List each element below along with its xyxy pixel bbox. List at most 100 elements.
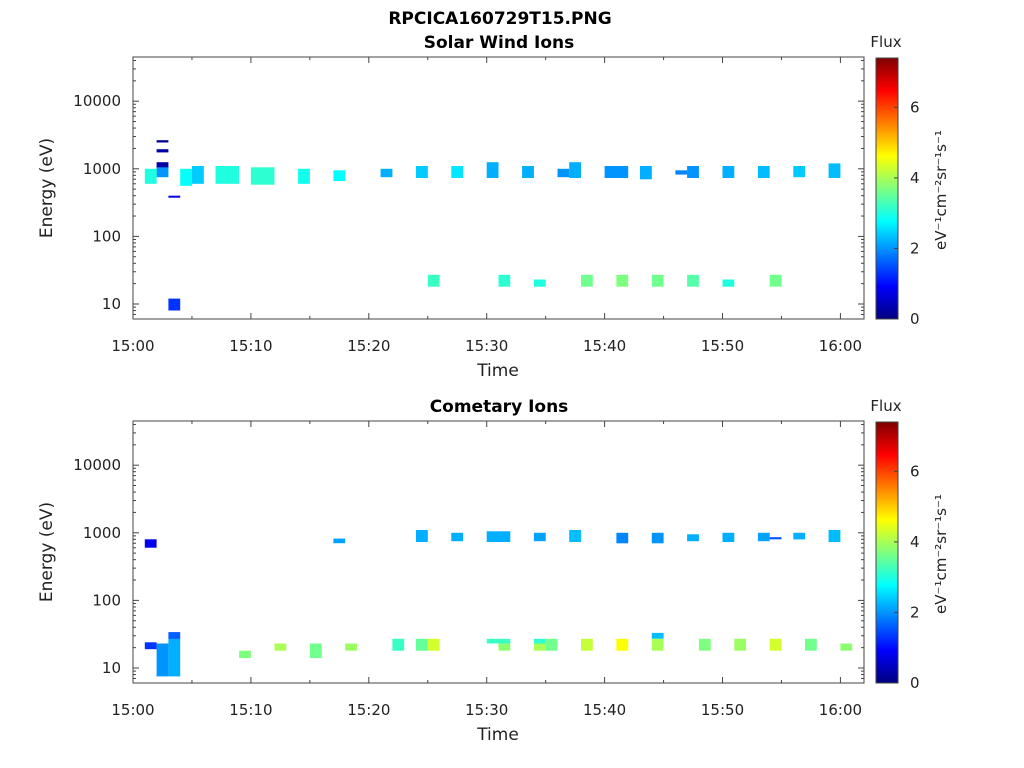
colorbar-unit: eV⁻¹cm⁻²sr⁻¹s⁻¹ (932, 130, 950, 250)
heatmap-cell (687, 166, 699, 178)
colorbar-label: Flux (870, 33, 901, 51)
heatmap-cell (604, 166, 629, 178)
y-axis-label: Energy (eV) (37, 138, 57, 238)
heatmap-cell (416, 638, 428, 651)
chart-title: Cometary Ions (430, 397, 569, 417)
heatmap-cells (144, 530, 853, 677)
x-tick-label: 15:30 (465, 701, 508, 719)
heatmap-cell (144, 168, 157, 184)
y-tick-label: 1000 (83, 524, 121, 542)
heatmap-cell (687, 534, 699, 542)
heatmap-cell (569, 530, 581, 542)
heatmap-cell (793, 166, 806, 178)
y-tick-label: 10 (102, 295, 121, 313)
heatmap-cell (805, 638, 817, 651)
colorbar-tick-label: 6 (910, 98, 920, 116)
heatmap-cell (215, 166, 240, 184)
heatmap-cell (156, 167, 169, 178)
y-tick-label: 10 (102, 659, 121, 677)
colorbar-scale (875, 421, 899, 684)
heatmap-cell (156, 166, 169, 168)
heatmap-cell (616, 532, 629, 544)
heatmap-cell (274, 643, 287, 651)
heatmap-cell (769, 638, 782, 651)
heatmap-cell (533, 532, 546, 542)
x-axis: 15:00 15:10 15:20 15:30 15:40 15:50 16:00 (111, 421, 862, 719)
heatmap-cell (192, 166, 204, 184)
x-tick-label: 15:30 (465, 337, 508, 355)
heatmap-cell (522, 166, 534, 178)
heatmap-cell (557, 168, 570, 178)
heatmap-cell (640, 166, 652, 180)
plot-frame (132, 420, 865, 684)
x-tick-label: 15:40 (583, 701, 626, 719)
colorbar-unit: eV⁻¹cm⁻²sr⁻¹s⁻¹ (932, 494, 950, 614)
heatmap-cell (757, 166, 770, 178)
solar-wind-panel: Solar Wind Ions 10 100 1000 10000 15:00 15:1… (37, 33, 950, 381)
colorbar: Flux 0 2 4 6 eV⁻¹cm⁻²sr⁻¹s⁻¹ (870, 397, 950, 692)
colorbar-tick-label: 4 (910, 533, 920, 551)
x-tick-label: 15:40 (583, 337, 626, 355)
heatmap-cell (793, 532, 806, 540)
x-axis: 15:00 15:10 15:20 15:30 15:40 15:50 16:00 (111, 57, 862, 355)
heatmap-cell (309, 643, 322, 659)
heatmap-cell (239, 650, 251, 659)
x-axis-label: Time (476, 361, 519, 381)
heatmap-cell (533, 643, 546, 651)
y-tick-label: 1000 (83, 160, 121, 178)
heatmap-cell (533, 279, 546, 287)
colorbar-tick-label: 2 (910, 239, 920, 257)
heatmap-cell (250, 167, 275, 185)
colorbar-label: Flux (870, 397, 901, 415)
x-tick-label: 15:50 (701, 701, 744, 719)
heatmap-cell (333, 538, 346, 544)
heatmap-cell (380, 168, 393, 178)
heatmap-cell (498, 643, 511, 651)
x-tick-label: 15:00 (111, 701, 154, 719)
page-title: RPCICA160729T15.PNG (388, 9, 611, 29)
heatmap-cell (651, 532, 664, 544)
heatmap-cell (581, 638, 593, 651)
colorbar-ticks: 0 2 4 6 (894, 462, 920, 692)
heatmap-cell (651, 274, 664, 287)
x-tick-label: 15:20 (347, 337, 390, 355)
heatmap-cell (769, 274, 782, 287)
heatmap-cell (298, 168, 310, 184)
y-axis: 10 100 1000 10000 (73, 423, 864, 684)
heatmap-cell (168, 638, 181, 677)
heatmap-cell (651, 638, 664, 651)
heatmap-cell (569, 162, 581, 178)
plot-frame (132, 56, 865, 320)
colorbar-tick-label: 6 (910, 462, 920, 480)
heatmap-cell (345, 643, 357, 651)
x-tick-label: 16:00 (819, 701, 862, 719)
heatmap-cell (486, 638, 511, 644)
x-axis-label: Time (476, 725, 519, 745)
x-tick-label: 15:50 (701, 337, 744, 355)
heatmap-cell (180, 168, 192, 186)
y-tick-label: 100 (92, 591, 121, 609)
colorbar-tick-label: 2 (910, 603, 920, 621)
colorbar-tick-label: 0 (910, 310, 920, 328)
chart-title: Solar Wind Ions (424, 33, 575, 53)
heatmap-cell (144, 642, 157, 650)
heatmap-cell (757, 532, 770, 542)
heatmap-cell (156, 162, 169, 167)
y-tick-label: 10000 (73, 92, 121, 110)
heatmap-cells (144, 140, 841, 311)
heatmap-cell (168, 195, 181, 198)
x-tick-label: 15:20 (347, 701, 390, 719)
y-tick-label: 10000 (73, 456, 121, 474)
heatmap-cell (581, 274, 593, 287)
colorbar-tick-label: 0 (910, 674, 920, 692)
heatmap-cell (486, 531, 511, 542)
heatmap-cell (156, 643, 169, 677)
colorbar-tick-label: 4 (910, 169, 920, 187)
x-tick-label: 15:00 (111, 337, 154, 355)
heatmap-cell (545, 638, 558, 651)
heatmap-cell (486, 162, 499, 178)
heatmap-cell (144, 539, 157, 548)
heatmap-cell (427, 274, 440, 287)
